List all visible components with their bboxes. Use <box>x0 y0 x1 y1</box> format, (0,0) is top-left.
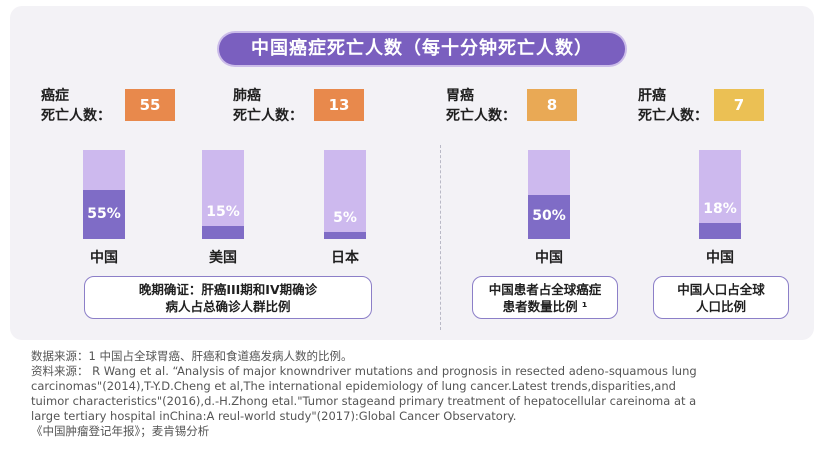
footer-line: tuimor characteristics"(2016),d.-H.Zhong… <box>31 394 697 408</box>
bar <box>202 150 244 239</box>
footer-line: 数据来源：1 中国占全球胃癌、肝癌和食道癌发病人数的比例。 <box>31 349 353 363</box>
category-label: 中国 <box>706 250 734 266</box>
chart-title: 中国癌症死亡人数（每十分钟死亡人数） <box>219 33 625 65</box>
bar-fill <box>528 194 570 239</box>
metric-label-stomach: 胃癌 死亡人数： <box>446 88 516 124</box>
bar-value-label: 55% <box>87 205 121 222</box>
bar-fill <box>699 222 741 239</box>
note-liver-late-stage: 晚期确证：肝癌III期和IV期确诊 病人占总确诊人群比例 <box>84 276 372 319</box>
metric-value-cancer: 55 <box>125 89 175 121</box>
metric-label-liver: 肝癌 死亡人数： <box>638 88 708 124</box>
metric-value-stomach: 8 <box>527 89 577 121</box>
bar-value-label: 50% <box>532 207 566 224</box>
category-label: 美国 <box>209 250 237 266</box>
metric-value-lung: 13 <box>314 89 364 121</box>
footer-line: carcinomas"(2014),T-Y.D.Cheng et al,The … <box>31 379 676 393</box>
bar <box>324 150 366 239</box>
bar-value-label: 15% <box>206 203 240 220</box>
footer-line: large tertiary hospital inChina:A reul-w… <box>31 409 517 423</box>
sources-footer: 数据来源：1 中国占全球胃癌、肝癌和食道癌发病人数的比例。 资料来源： R Wa… <box>31 349 811 439</box>
bar-value-label: 5% <box>333 210 357 226</box>
bar-fill <box>83 190 125 239</box>
bar <box>83 150 125 239</box>
bar <box>528 150 570 239</box>
bar-value-label: 18% <box>703 200 737 217</box>
note-china-patient-share: 中国患者占全球癌症 患者数量比例 ¹ <box>472 276 618 319</box>
note-china-population-share: 中国人口占全球 人口比例 <box>653 276 789 319</box>
bar-fill <box>324 232 366 239</box>
category-label: 日本 <box>331 250 359 266</box>
metric-value-liver: 7 <box>714 89 764 121</box>
section-divider <box>440 145 441 330</box>
footer-line: 资料来源： R Wang et al. “Analysis of major k… <box>31 364 697 378</box>
metric-label-lung: 肺癌 死亡人数： <box>233 88 303 124</box>
category-label: 中国 <box>90 250 118 266</box>
category-label: 中国 <box>535 250 563 266</box>
bar-fill <box>202 225 244 239</box>
footer-line: 《中国肿瘤登记年报》；麦肯锡分析 <box>31 424 210 438</box>
metric-label-cancer: 癌症 死亡人数： <box>41 88 111 124</box>
bar <box>699 150 741 239</box>
